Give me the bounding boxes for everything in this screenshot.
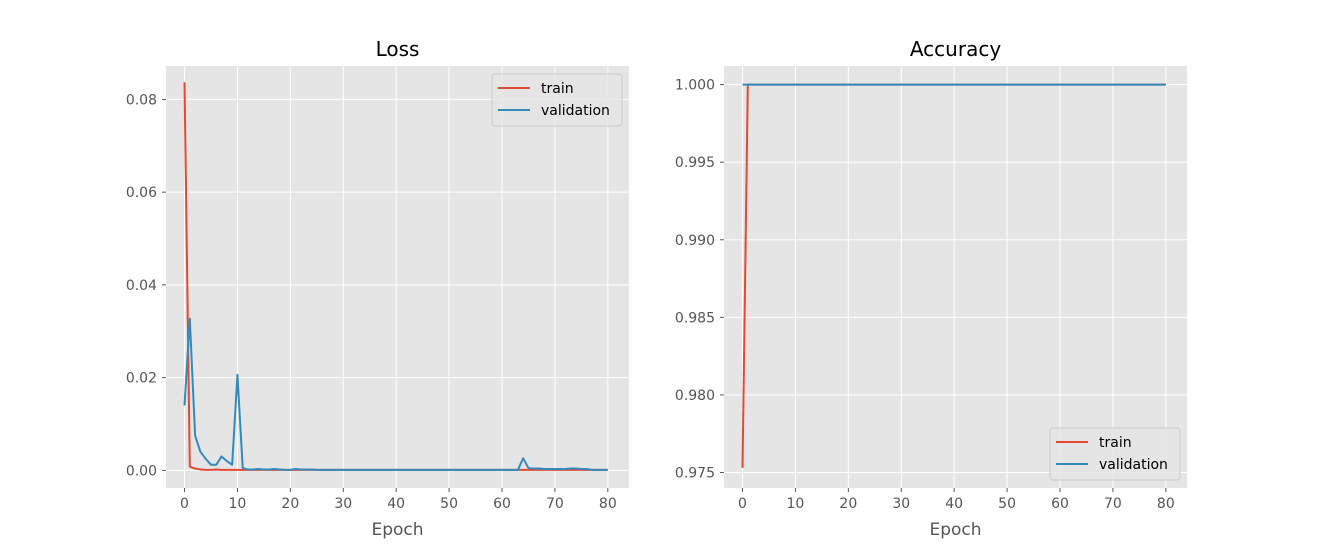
x-tick-label: 20 [839,496,857,512]
loss-chart: 0 10 20 30 40 50 60 70 80 0.00 0.02 0.04 0.06 0.08 Los… [126,37,629,540]
x-tick-label: 20 [281,496,299,512]
legend-label-train: train [541,81,574,97]
accuracy-chart: 0 10 20 30 40 50 60 70 80 0.975 0.980 0.985 0.990 0.9… [675,37,1187,540]
y-tick-label: 0.00 [126,463,157,479]
x-tick-label: 80 [1157,496,1175,512]
chart-title: Accuracy [910,37,1001,61]
x-tick-label: 40 [387,496,405,512]
x-tick-label: 80 [599,496,617,512]
x-tick-label: 10 [229,496,247,512]
plot-background [724,66,1187,488]
legend: train validation [1049,427,1181,481]
y-tick-label: 0.990 [675,233,715,249]
y-tick-label: 1.000 [675,78,715,94]
x-tick-label: 40 [945,496,963,512]
y-tick-label: 0.980 [675,388,715,404]
x-tick-label: 10 [787,496,805,512]
y-tick-label: 0.04 [126,278,157,294]
x-tick-label: 50 [998,496,1016,512]
chart-title: Loss [376,37,420,61]
x-tick-label: 50 [440,496,458,512]
plot-background [166,66,629,488]
series-line-validation [183,317,608,471]
legend-label-validation: validation [541,103,610,119]
x-tick-label: 70 [546,496,564,512]
x-tick-label: 30 [892,496,910,512]
x-axis-label: Epoch [371,520,423,540]
legend: train validation [491,73,623,127]
x-axis-label: Epoch [929,520,981,540]
y-tick-label: 0.06 [126,185,157,201]
x-tick-label: 0 [738,496,747,512]
y-tick-label: 0.08 [126,92,157,108]
x-tick-label: 0 [180,496,189,512]
y-tick-label: 0.975 [675,465,715,481]
x-tick-label: 70 [1104,496,1122,512]
y-tick-label: 0.02 [126,371,157,387]
x-tick-label: 60 [493,496,511,512]
legend-label-validation: validation [1099,457,1168,473]
y-tick-label: 0.985 [675,310,715,326]
x-tick-label: 30 [334,496,352,512]
x-tick-label: 60 [1051,496,1069,512]
y-tick-label: 0.995 [675,155,715,171]
legend-label-train: train [1099,435,1132,451]
